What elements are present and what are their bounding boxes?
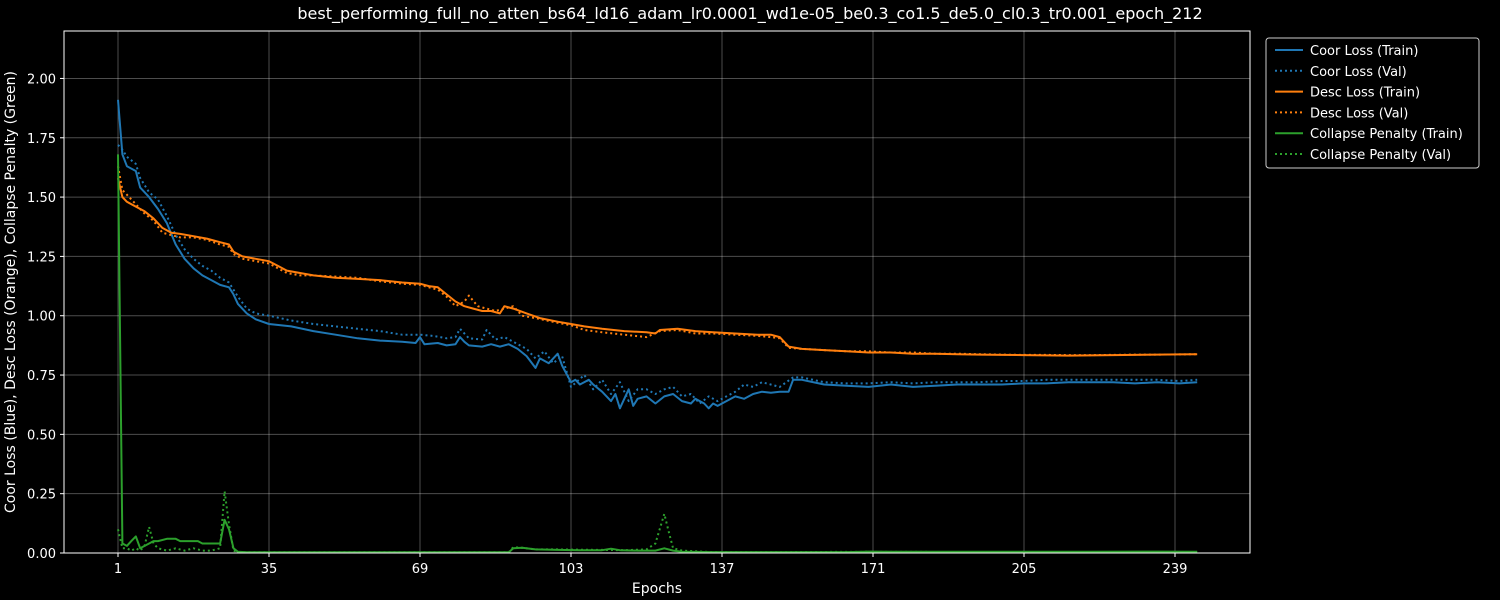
- y-tick-label: 0.00: [27, 547, 56, 562]
- y-tick-label: 0.75: [27, 369, 56, 384]
- x-axis-ticks: 1 35 69 103 137 171 205 239: [114, 553, 1188, 577]
- y-tick-label: 1.75: [27, 132, 56, 147]
- axes-frame: [63, 30, 1251, 554]
- x-tick-label: 137: [710, 562, 735, 577]
- legend-label: Collapse Penalty (Train): [1310, 127, 1463, 142]
- legend-box: [1265, 37, 1480, 169]
- y-axis-ticks: 0.00 0.25 0.50 0.75 1.00 1.25 1.50 1.75 2.00: [27, 72, 64, 562]
- series-line-2: [117, 144, 1198, 405]
- legend-label: Coor Loss (Train): [1310, 44, 1418, 59]
- series-line-1: [117, 99, 1198, 410]
- legend-label: Desc Loss (Val): [1310, 106, 1408, 121]
- x-tick-label: 69: [412, 562, 429, 577]
- y-tick-label: 1.25: [27, 250, 56, 265]
- legend-label: Coor Loss (Val): [1310, 65, 1407, 80]
- y-tick-label: 1.50: [27, 191, 56, 206]
- plot-series: [117, 99, 1198, 554]
- legend-label: Collapse Penalty (Val): [1310, 148, 1451, 163]
- y-tick-label: 0.50: [27, 428, 56, 443]
- chart-title: best_performing_full_no_atten_bs64_ld16_…: [297, 4, 1202, 24]
- x-tick-label: 205: [1012, 562, 1037, 577]
- series-line-3: [117, 177, 1198, 357]
- y-tick-label: 0.25: [27, 488, 56, 503]
- y-tick-label: 2.00: [27, 72, 56, 87]
- series-line-4: [117, 166, 1198, 357]
- x-tick-label: 171: [861, 562, 886, 577]
- x-tick-label: 1: [114, 562, 122, 577]
- x-tick-label: 239: [1163, 562, 1188, 577]
- legend-label: Desc Loss (Train): [1310, 86, 1420, 101]
- x-axis-label: Epochs: [632, 581, 682, 597]
- legend: Coor Loss (Train) Coor Loss (Val) Desc Los…: [1265, 37, 1480, 169]
- y-axis-label: Coor Loss (Blue), Desc Loss (Orange), Co…: [3, 71, 19, 513]
- x-tick-label: 103: [559, 562, 584, 577]
- y-tick-label: 1.00: [27, 310, 56, 325]
- x-tick-label: 35: [261, 562, 278, 577]
